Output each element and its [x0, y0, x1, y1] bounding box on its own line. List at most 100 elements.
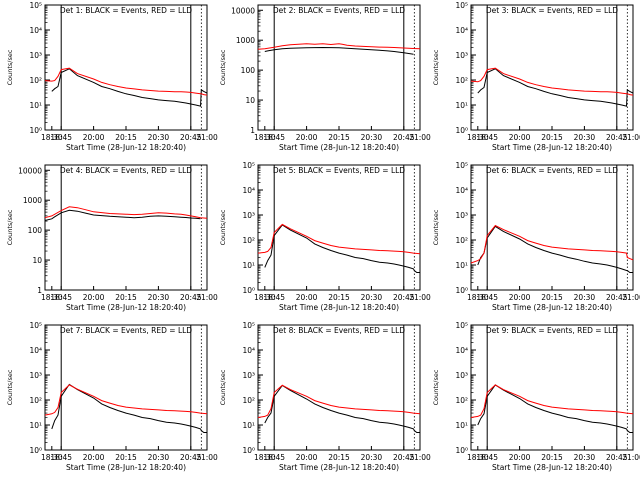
y-tick-label: 10¹ — [455, 261, 468, 270]
lld-series-line — [470, 224, 634, 264]
y-axis-label: Counts/sec — [219, 369, 227, 405]
x-tick-label: 20:15 — [115, 293, 137, 302]
x-tick-label: 18:30 — [254, 453, 276, 462]
x-tick-label: 20:15 — [328, 133, 350, 142]
y-tick-label: 10⁰ — [242, 286, 255, 295]
x-tick-label: 20:00 — [83, 453, 105, 462]
x-tick-label: 21:00 — [409, 293, 431, 302]
y-tick-label: 10 — [245, 96, 255, 105]
y-tick-label: 10⁴ — [455, 186, 468, 195]
x-tick-label: 20:00 — [296, 453, 318, 462]
x-tick-label: 20:30 — [574, 453, 596, 462]
y-tick-label: 10⁴ — [455, 26, 468, 35]
y-tick-label: 10³ — [455, 211, 468, 220]
x-tick-label: 18:30 — [41, 293, 63, 302]
x-tick-label: 20:15 — [115, 133, 137, 142]
x-tick-label: 20:45 — [180, 453, 202, 462]
plot-frame — [44, 324, 208, 451]
y-tick-label: 10¹ — [29, 101, 42, 110]
x-tick-label: 18:30 — [41, 133, 63, 142]
events-series-line — [44, 209, 201, 221]
y-tick-label: 10⁰ — [455, 446, 468, 455]
x-tick-label: 20:00 — [509, 133, 531, 142]
x-axis-label: Start Time (28-Jun-12 18:20:40) — [66, 463, 186, 472]
panel-title: Det 7: BLACK = Events, RED = LLD — [60, 326, 192, 335]
lld-series-line — [257, 384, 421, 418]
x-tick-label: 20:45 — [606, 293, 628, 302]
x-tick-label: 21:00 — [196, 453, 218, 462]
y-tick-label: 10² — [455, 396, 468, 405]
y-tick-label: 10² — [29, 76, 42, 85]
lld-series-line — [44, 384, 208, 416]
x-tick-label: 20:00 — [509, 453, 531, 462]
y-tick-label: 10⁵ — [29, 321, 42, 330]
y-tick-label: 10³ — [455, 371, 468, 380]
x-axis-label: Start Time (28-Jun-12 18:20:40) — [66, 143, 186, 152]
x-tick-label: 20:45 — [393, 293, 415, 302]
x-tick-label: 20:15 — [115, 453, 137, 462]
x-axis-label: Start Time (28-Jun-12 18:20:40) — [492, 303, 612, 312]
x-tick-label: 20:45 — [606, 453, 628, 462]
y-tick-label: 10⁴ — [242, 186, 255, 195]
x-tick-label: 18:45 — [50, 133, 72, 142]
x-tick-label: 20:30 — [148, 453, 170, 462]
x-tick-label: 20:00 — [83, 293, 105, 302]
y-tick-label: 1000 — [236, 36, 255, 45]
y-tick-label: 10⁰ — [29, 446, 42, 455]
lld-series-line — [470, 384, 634, 418]
x-tick-label: 18:30 — [41, 453, 63, 462]
y-axis-label: Counts/sec — [432, 369, 440, 405]
x-tick-label: 20:00 — [296, 293, 318, 302]
x-tick-label: 20:30 — [148, 293, 170, 302]
x-tick-label: 20:45 — [393, 133, 415, 142]
x-tick-label: 21:00 — [196, 293, 218, 302]
x-tick-label: 20:45 — [180, 293, 202, 302]
y-tick-label: 10² — [242, 396, 255, 405]
plot-frame — [257, 4, 421, 131]
y-axis-label: Counts/sec — [6, 369, 14, 405]
plot-frame — [257, 324, 421, 451]
events-series-line — [477, 68, 634, 107]
y-tick-label: 10⁵ — [242, 161, 255, 170]
x-tick-label: 20:45 — [393, 453, 415, 462]
events-series-line — [51, 68, 208, 107]
y-tick-label: 10³ — [455, 51, 468, 60]
x-tick-label: 20:15 — [541, 453, 563, 462]
x-axis-label: Start Time (28-Jun-12 18:20:40) — [66, 303, 186, 312]
y-tick-label: 10⁵ — [455, 321, 468, 330]
x-tick-label: 20:15 — [328, 293, 350, 302]
x-tick-label: 20:30 — [361, 293, 383, 302]
x-tick-label: 18:45 — [263, 293, 285, 302]
y-tick-label: 10⁰ — [455, 286, 468, 295]
y-tick-label: 10⁴ — [455, 346, 468, 355]
x-tick-label: 21:00 — [622, 293, 640, 302]
x-tick-label: 20:45 — [606, 133, 628, 142]
y-tick-label: 10¹ — [29, 421, 42, 430]
y-tick-label: 10⁴ — [29, 346, 42, 355]
x-tick-label: 18:45 — [50, 293, 72, 302]
x-tick-label: 20:15 — [541, 133, 563, 142]
y-axis-label: Counts/sec — [219, 209, 227, 245]
y-tick-label: 10² — [29, 396, 42, 405]
x-tick-label: 20:30 — [148, 133, 170, 142]
y-tick-label: 10¹ — [242, 261, 255, 270]
x-tick-label: 21:00 — [622, 453, 640, 462]
y-axis-label: Counts/sec — [6, 209, 14, 245]
x-axis-label: Start Time (28-Jun-12 18:20:40) — [492, 463, 612, 472]
events-series-line — [264, 46, 414, 55]
events-series-line — [264, 224, 420, 273]
y-tick-label: 10⁴ — [242, 346, 255, 355]
y-tick-label: 10000 — [18, 166, 42, 175]
plot-frame — [44, 164, 208, 291]
x-tick-label: 20:30 — [574, 293, 596, 302]
plot-frame — [257, 164, 421, 291]
y-axis-label: Counts/sec — [219, 49, 227, 85]
y-tick-label: 10² — [242, 236, 255, 245]
